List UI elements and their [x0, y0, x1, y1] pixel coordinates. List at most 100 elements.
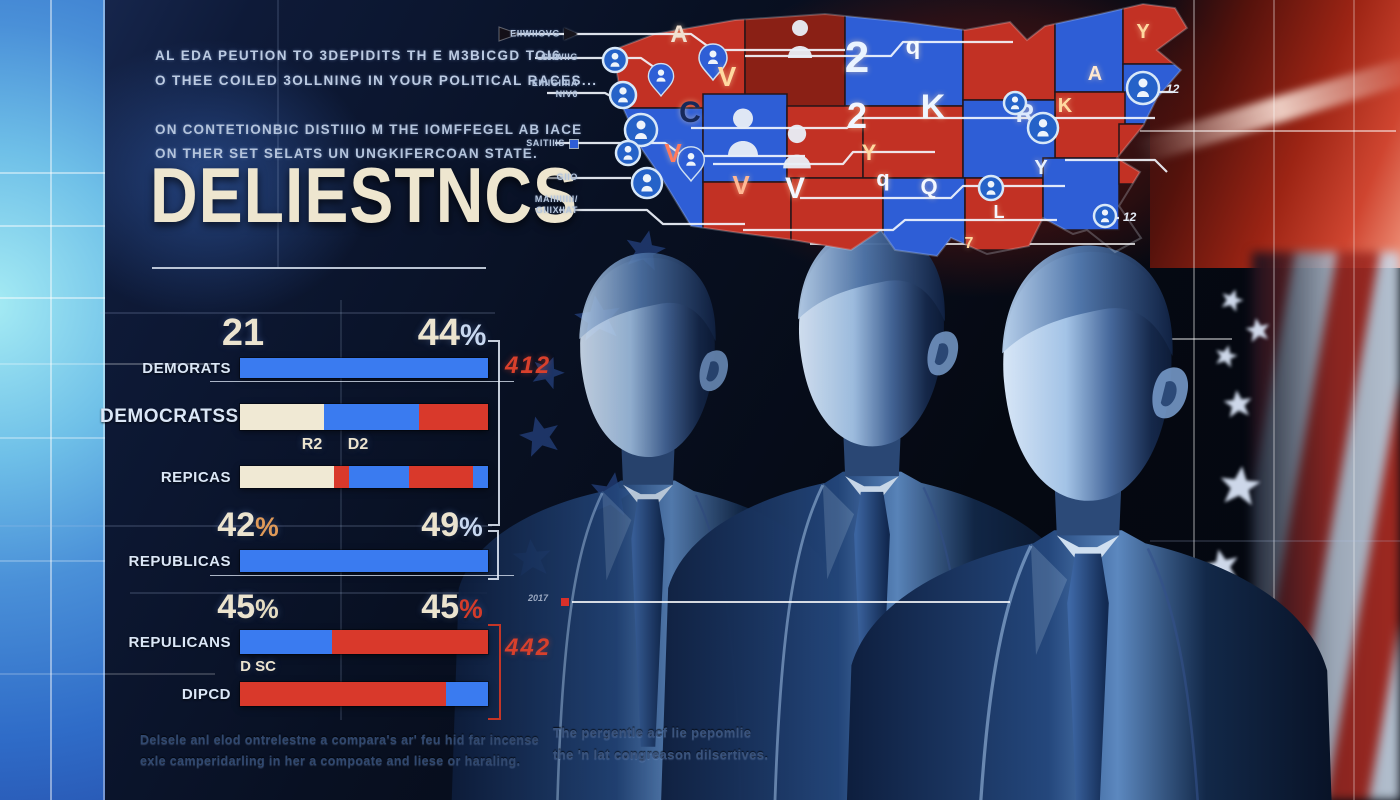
grid-line [0, 225, 105, 227]
map-callout-label: GIIWIIG [541, 52, 578, 62]
grid-line [1353, 0, 1355, 800]
bar-segment-blue [324, 404, 419, 430]
chart-value: 44% [417, 312, 487, 354]
map-letter: Y [1034, 157, 1048, 179]
map-letter: K [1058, 95, 1073, 117]
footer-caption-middle: The pergentle acf lie pepomlie the 'n lat… [553, 722, 768, 766]
timeline-year-label: 2017 [528, 593, 549, 603]
bar-segment-red [418, 404, 488, 430]
chart-row: 21 44% DEMORATS [100, 312, 500, 378]
map-letter: K [921, 88, 946, 126]
map-badge-person-icon [977, 174, 1005, 202]
map-badge-person-icon [1026, 111, 1060, 145]
map-letter: 7 [965, 235, 974, 252]
page-title: DELIESTNCS [150, 151, 579, 239]
map-letter: q [876, 166, 889, 191]
bar [240, 404, 488, 430]
grid-line [50, 0, 52, 800]
chart-row-label: DEMOCRATSS [100, 406, 239, 427]
grid-line [0, 437, 105, 439]
chart-bracket [488, 340, 500, 526]
chart-row-values: D SC [100, 658, 500, 682]
map-letter: V [732, 170, 750, 200]
chart-row: D SC DIPCD [100, 658, 500, 706]
grid-line [277, 0, 279, 268]
map-outline [611, 2, 1189, 258]
grid-line [0, 172, 105, 174]
map-letter: A [670, 21, 687, 48]
map-callout-label: MAIIIIIIII/GIIIXIIAT [534, 194, 578, 216]
bar-segment-red [240, 682, 446, 706]
map-badge-person-icon [608, 80, 638, 110]
map-badge-person-icon: 12 [1125, 70, 1180, 106]
chart-value: 45% [421, 588, 483, 626]
bar-segment-blue [240, 550, 488, 572]
footer-line: The pergentle acf lie pepomlie [553, 725, 752, 740]
map-letter: V [718, 61, 737, 92]
map-letter: A [1088, 63, 1102, 85]
grid-line [0, 673, 215, 675]
grid-line [0, 560, 105, 562]
chart-bracket [488, 530, 499, 580]
chart-row: DEMOCRATSS [100, 404, 500, 430]
chart-row: 42% 49% REPUBLICAS [100, 506, 500, 572]
chart-row: R2 D2 REPICAS [100, 436, 500, 488]
bar-chart-bottom: 42% 49% REPUBLICAS 45% 45% REPULICANS D SC DIPC… [100, 506, 500, 706]
bar [240, 682, 488, 706]
chart-value: R2 [301, 436, 323, 453]
title-underline [152, 267, 486, 269]
bar-segment-cream [240, 466, 335, 488]
map-badge-person-icon: 12 [1092, 203, 1137, 229]
chart-row-values: 42% 49% [100, 506, 500, 550]
subtitle-text: ON CONTETIONBIC DISTIIIO M THE IOMFFEGEL… [155, 118, 582, 167]
timeline-marker [561, 598, 569, 606]
map-letter: L [994, 202, 1005, 222]
chart-value: D2 [347, 436, 369, 453]
arrow-right-icon [564, 28, 578, 40]
grid-line [1273, 0, 1275, 800]
grid-line [340, 300, 342, 720]
map-badge-person-icon [623, 112, 659, 148]
footer-caption-left: Delsele anl elod ontrelestne a compara's… [140, 730, 539, 773]
bar-segment-red [408, 466, 474, 488]
chart-row-label: REPICAS [160, 468, 231, 486]
map-badge-person-icon [601, 46, 629, 74]
connector-line [1140, 130, 1396, 132]
map-letter: V [785, 172, 805, 205]
annotation-442: 442 [505, 634, 552, 661]
map-letter: q [906, 33, 921, 60]
chart-row-label: REPULICANS [128, 633, 231, 651]
bar-segment-red [331, 630, 488, 654]
intro-line: AL EDA PEUTION TO 3DEPIDITS TH E M3BICGD… [155, 48, 562, 63]
bar-segment-red [334, 466, 350, 488]
map-letter: Q [920, 174, 937, 199]
chart-row-values: R2 D2 [100, 436, 500, 466]
bar-segment-blue [349, 466, 409, 488]
subtitle-line: ON THER SET SELATS UN UNGKIFERCOAN STATE… [155, 146, 538, 162]
map-badge-person-icon [1002, 90, 1028, 116]
grid-line [0, 525, 492, 527]
subtitle-line: ON CONTETIONBIC DISTIIIO M THE IOMFFEGEL… [155, 122, 583, 137]
chart-row-values: 21 44% [100, 312, 500, 358]
footer-line: Delsele anl elod ontrelestne a compara's… [140, 733, 540, 747]
map-callout-label: SAITIIIS [468, 138, 579, 149]
bar-segment-blue [240, 630, 332, 654]
bar-segment-blue [473, 466, 488, 488]
bar [240, 358, 488, 378]
footer-line: exle camperidarling in her a compoate an… [140, 754, 521, 769]
bar-segment-blue [445, 682, 488, 706]
map-letter: Y [862, 140, 877, 165]
map-badge-person-icon [614, 139, 642, 167]
map-callout-label: GIIO [556, 172, 578, 182]
map-letter: 2 [847, 95, 867, 136]
chart-bracket-red [488, 624, 501, 720]
intro-line: O THEE COILED 3OLLNING IN YOUR POLITICAL… [155, 72, 598, 88]
grid-line [100, 312, 495, 314]
footer-line: the 'n lat congreason dilsertives. [553, 747, 769, 763]
chart-row-label: REPUBLICAS [128, 552, 231, 570]
chart-row-values: 45% 45% [100, 588, 500, 630]
map-badge-value: 12 [1166, 82, 1180, 96]
connector-line [1030, 338, 1232, 340]
map-letter: Y [1136, 21, 1150, 43]
